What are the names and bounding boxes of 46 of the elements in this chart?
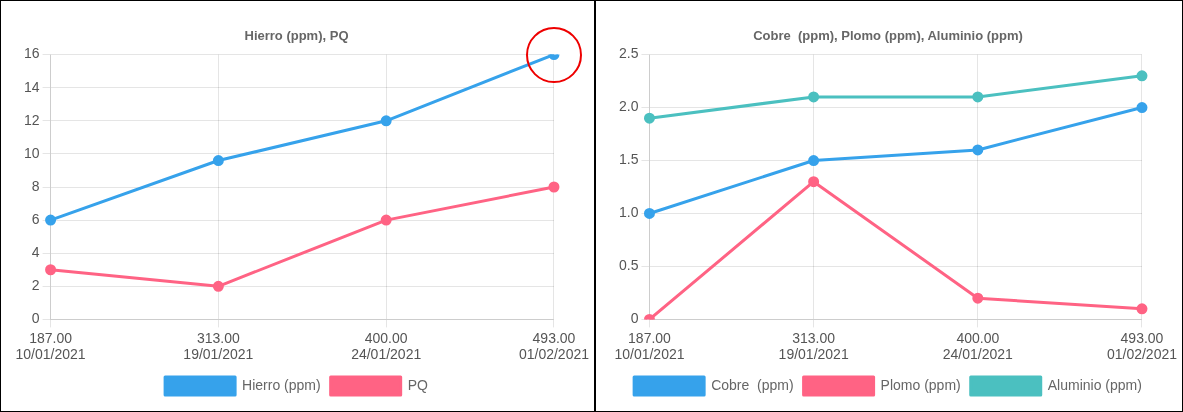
legend-label: Hierro (ppm): [242, 376, 321, 393]
x-tick-label: 493.00 01/02/2021: [1106, 329, 1178, 363]
legend-label: PQ: [407, 376, 429, 393]
legend-label: Plomo (ppm): [880, 376, 961, 393]
y-tick-label: 16: [23, 45, 40, 62]
point: [643, 112, 655, 124]
legend-label: Aluminio (ppm): [1047, 376, 1142, 393]
x-tick-label: 400.00 24/01/2021: [351, 329, 422, 363]
point: [380, 214, 392, 226]
y-tick-label: 0.5: [618, 257, 639, 274]
point: [972, 292, 984, 304]
y-tick-label: 2.0: [618, 98, 639, 115]
y-tick-label: 0: [630, 310, 639, 327]
point: [212, 155, 224, 167]
point: [808, 155, 820, 167]
point: [808, 91, 820, 103]
point: [808, 176, 820, 188]
x-tick-label: 187.00 10/01/2021: [614, 329, 685, 363]
point: [1136, 303, 1148, 315]
x-tick-label: 313.00 19/01/2021: [183, 329, 254, 363]
chart-title: Hierro (ppm), PQ: [244, 28, 349, 44]
chart-title: Cobre (ppm), Plomo (ppm), Aluminio (ppm): [753, 28, 1023, 44]
y-tick-label: 0: [31, 310, 40, 327]
point: [972, 91, 984, 103]
legend-label: Cobre (ppm): [711, 376, 794, 393]
x-tick-label: 313.00 19/01/2021: [778, 329, 849, 363]
y-tick-label: 6: [31, 210, 40, 227]
point: [548, 181, 560, 193]
x-tick-label: 187.00 10/01/2021: [15, 329, 86, 363]
y-tick-label: 1.5: [618, 151, 639, 168]
y-tick-label: 2: [31, 277, 40, 294]
y-tick-label: 2.5: [618, 45, 639, 62]
y-tick-label: 1.0: [618, 204, 639, 221]
y-tick-label: 12: [23, 111, 40, 128]
y-tick-label: 8: [31, 177, 40, 194]
y-tick-label: 4: [31, 244, 40, 261]
point: [1136, 102, 1148, 114]
point: [212, 280, 224, 292]
x-tick-label: 400.00 24/01/2021: [942, 329, 1014, 363]
point: [972, 144, 984, 156]
y-tick-label: 10: [23, 144, 40, 161]
point: [1136, 70, 1148, 82]
point: [380, 115, 392, 127]
x-tick-label: 493.00 01/02/2021: [518, 329, 590, 363]
point: [45, 264, 57, 276]
y-tick-label: 14: [23, 78, 40, 95]
